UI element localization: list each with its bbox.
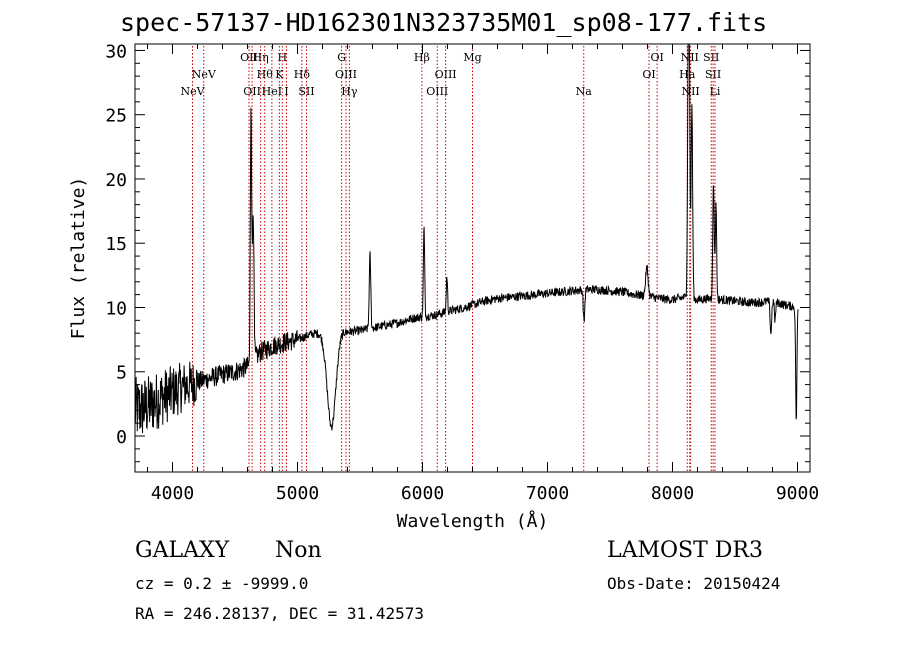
redshift-readout: cz = 0.2 ± -9999.0	[135, 574, 309, 593]
y-tick-label: 30	[105, 41, 127, 62]
object-class: GALAXY	[135, 538, 230, 563]
y-tick-label: 10	[105, 298, 127, 319]
line-label: I	[284, 85, 288, 98]
axes-layer: 4000 5000 6000 7000 8000 9000 0 5 10 15 20 25 30 Wave…	[68, 41, 819, 532]
emission-lines-layer: NeVNeVOIIOIIHηHθHeIHKIHδSIIGOIIIHγHβOIII…	[180, 46, 721, 472]
y-tick-label: 15	[105, 234, 127, 255]
x-tick-label: 4000	[151, 483, 194, 504]
y-tick-label: 25	[105, 106, 127, 127]
line-label: SII	[298, 85, 314, 98]
line-label: Hγ	[341, 85, 358, 98]
y-axis-label: Flux (relative)	[68, 177, 89, 340]
line-label: SII	[703, 51, 719, 64]
line-label: SII	[705, 68, 721, 81]
line-label: K	[275, 68, 284, 81]
line-label: OII	[243, 85, 261, 98]
line-label: Hδ	[294, 68, 311, 81]
x-tick-label: 6000	[401, 483, 444, 504]
coordinates-readout: RA = 246.28137, DEC = 31.42573	[135, 604, 424, 623]
y-tick-label: 0	[116, 427, 127, 448]
x-axis-label: Wavelength (Å)	[397, 510, 549, 532]
line-label: Mg	[463, 51, 481, 64]
line-label: OIII	[435, 68, 457, 81]
line-label: H	[277, 51, 287, 64]
line-label: OII	[240, 51, 258, 64]
x-tick-label: 7000	[526, 483, 569, 504]
x-tick-label: 5000	[276, 483, 319, 504]
line-label: NeV	[180, 85, 205, 98]
spectrum-layer	[134, 43, 799, 434]
line-label: OI	[642, 68, 655, 81]
line-label: OIII	[335, 68, 357, 81]
x-tick-label: 8000	[651, 483, 694, 504]
chart-title: spec-57137-HD162301N323735M01_sp08-177.f…	[120, 8, 768, 37]
x-tick-label: 9000	[776, 483, 819, 504]
obs-date: Obs-Date: 20150424	[607, 574, 781, 593]
line-label: Na	[576, 85, 593, 98]
survey-label: LAMOST DR3	[607, 538, 763, 563]
line-label: HeI	[262, 85, 282, 98]
line-label: NeV	[192, 68, 217, 81]
line-label: G	[337, 51, 346, 64]
line-label: OIII	[426, 85, 448, 98]
line-label: OI	[650, 51, 663, 64]
line-label: Hθ	[257, 68, 274, 81]
y-tick-label: 20	[105, 170, 127, 191]
line-label: Hη	[253, 51, 269, 64]
line-label: NII	[681, 85, 699, 98]
object-subclass: Non	[275, 538, 322, 563]
y-tick-label: 5	[116, 363, 127, 384]
line-label: Hβ	[414, 51, 430, 64]
line-label: Li	[710, 85, 721, 98]
spectrum-line	[134, 43, 799, 434]
